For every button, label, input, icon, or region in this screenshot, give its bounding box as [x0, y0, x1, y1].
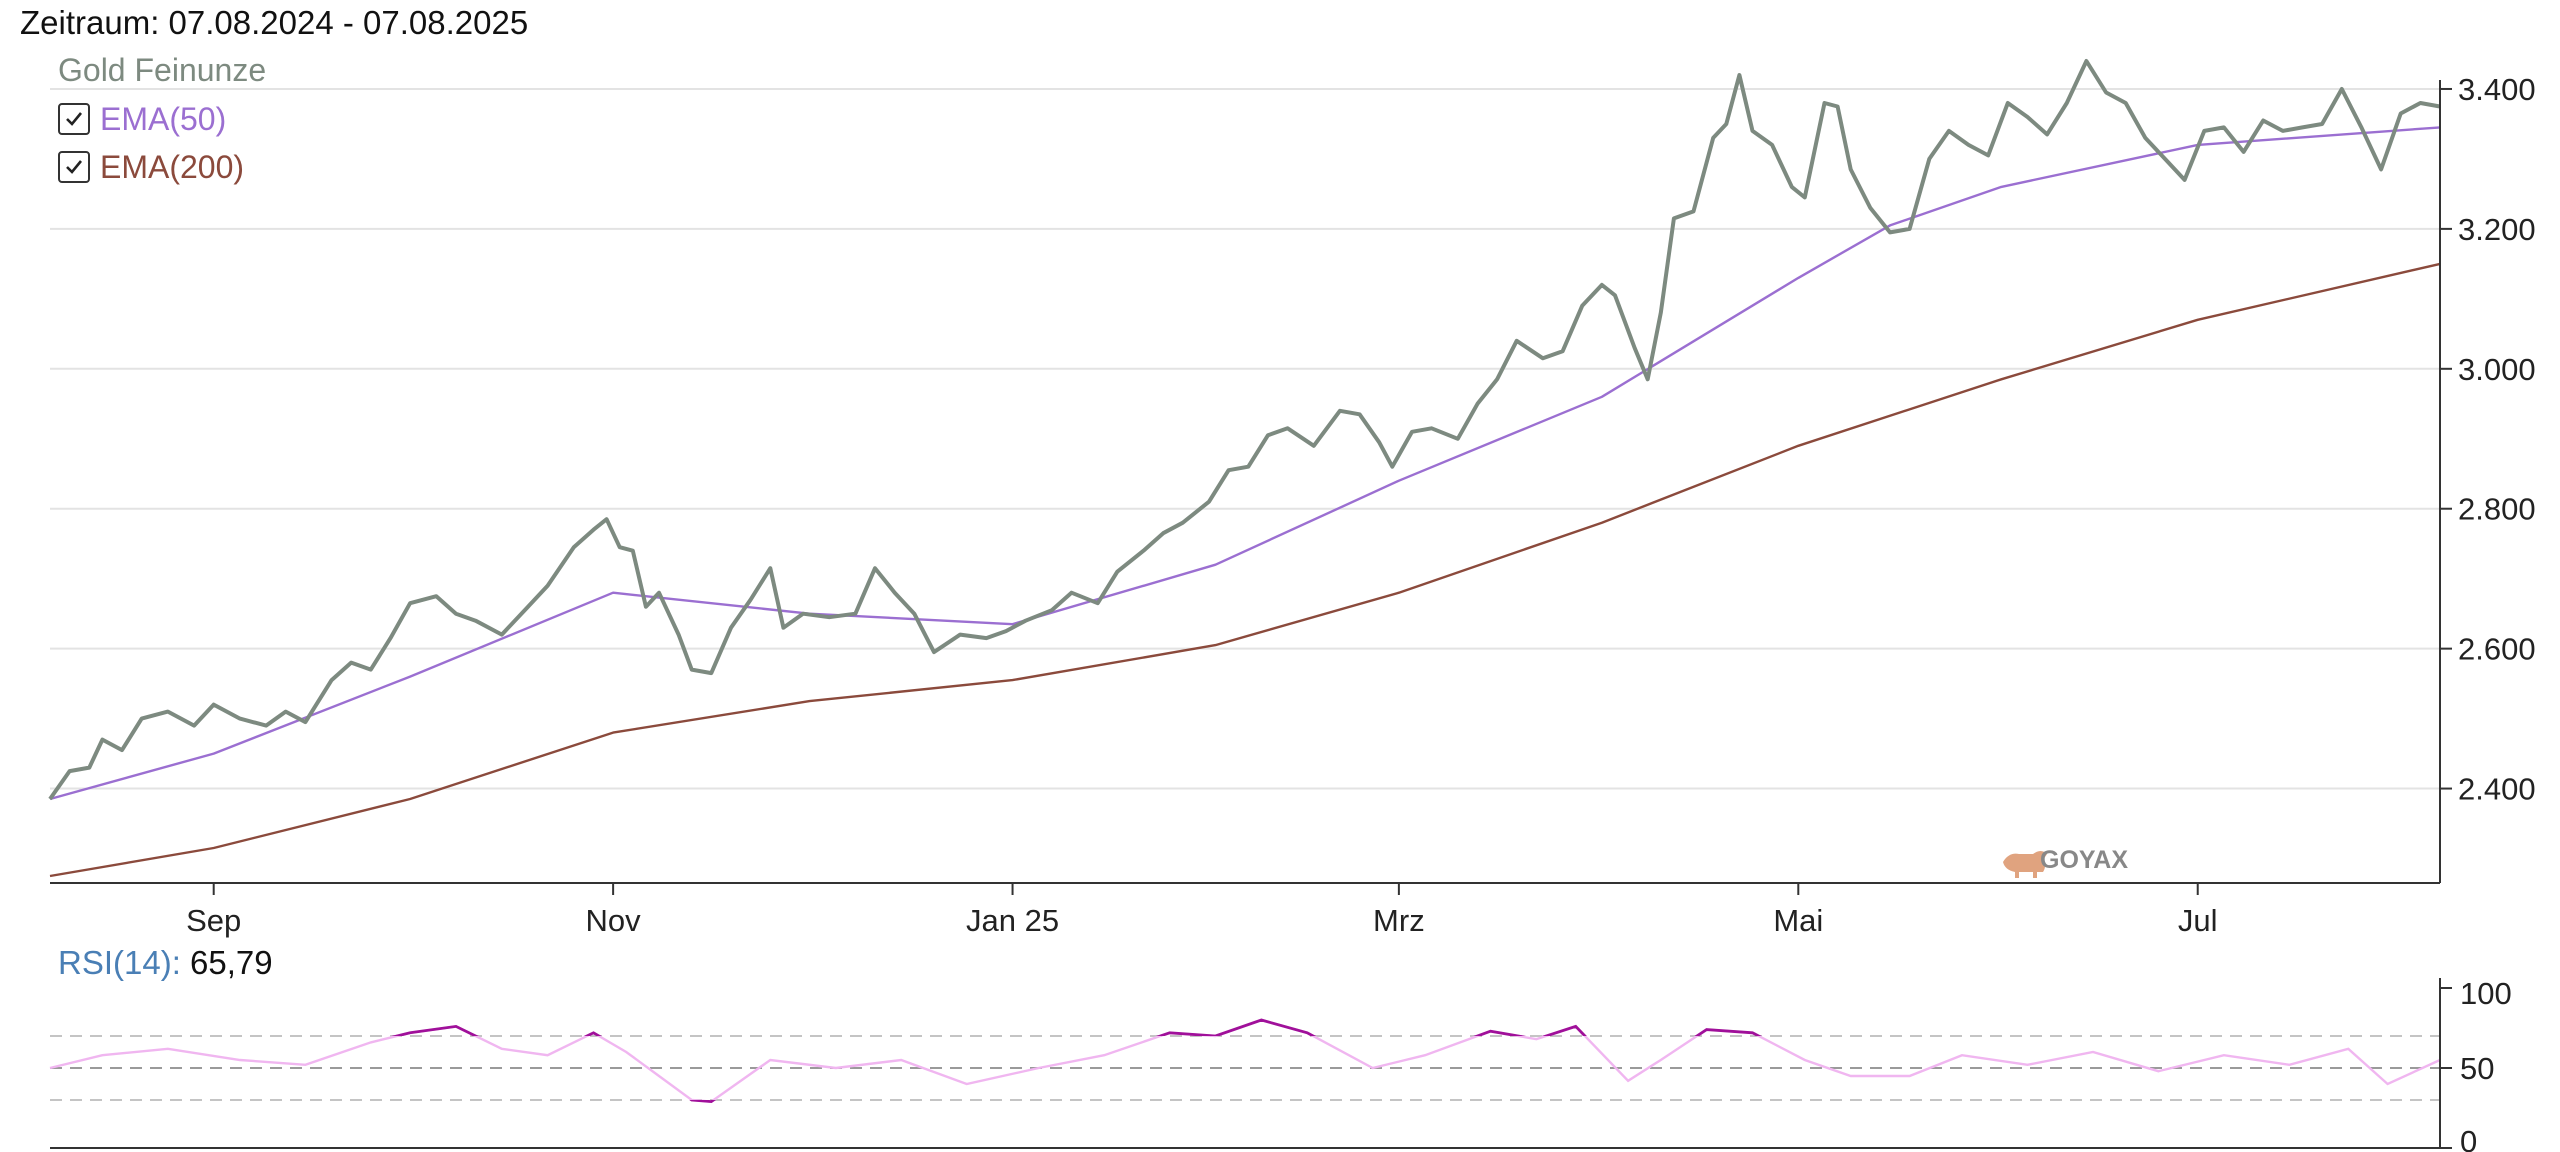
legend-label-ema200: EMA(200) [100, 148, 245, 185]
checkmark-icon [66, 112, 83, 126]
rsi-y-tick-label-1: 50 [2460, 1051, 2494, 1086]
x-tick-label-2: Jan 25 [966, 903, 1059, 938]
rsi-separator: : [171, 944, 181, 981]
x-tick-label-1: Nov [586, 903, 642, 938]
series-line-ema-50- [49, 126, 2441, 801]
goyax-watermark: GOYAX [2003, 846, 2128, 878]
rsi-overbought-line [391, 1018, 1762, 1036]
rsi-value: 65,79 [190, 944, 273, 981]
checkmark-icon [66, 160, 83, 174]
period-label: Zeitraum: 07.08.2024 - 07.08.2025 [20, 4, 529, 41]
series-line-gold-feinunze [48, 59, 2441, 801]
rsi-lines [49, 1018, 2441, 1104]
rsi-label: RSI(14): 65,79 [58, 944, 273, 982]
series-line-ema-200- [49, 262, 2441, 878]
chart-legend: Gold Feinunze EMA(50) EMA(200) [58, 52, 266, 191]
rsi-name: RSI(14) [58, 944, 172, 981]
rsi-y-tick-label-2: 100 [2460, 976, 2512, 1011]
main-grid [50, 87, 2440, 790]
main-axes: 2.400 2.600 2.800 3.000 3.200 3.400 Sep Nov Jan … [50, 72, 2536, 938]
y-tick-label-3: 3.000 [2458, 352, 2536, 387]
rsi-grid [50, 1035, 2440, 1101]
legend-label-ema50: EMA(50) [100, 100, 227, 137]
y-tick-label-1: 2.600 [2458, 632, 2536, 667]
main-lines [48, 59, 2441, 878]
watermark-text: GOYAX [2040, 846, 2128, 874]
x-tick-label-3: Mrz [1373, 903, 1425, 938]
legend-item-ema50[interactable]: EMA(50) [58, 95, 266, 143]
x-tick-label-0: Sep [186, 903, 241, 938]
x-tick-label-5: Jul [2178, 903, 2218, 938]
y-tick-label-5: 3.400 [2458, 72, 2536, 107]
legend-item-ema200[interactable]: EMA(200) [58, 143, 266, 191]
bull-icon [2003, 851, 2047, 878]
y-tick-label-4: 3.200 [2458, 212, 2536, 247]
x-tick-label-4: Mai [1773, 903, 1823, 938]
legend-series-name: Gold Feinunze [58, 52, 267, 88]
rsi-y-tick-label-0: 0 [2460, 1124, 2477, 1152]
y-tick-label-0: 2.400 [2458, 772, 2536, 807]
ema200-checkbox[interactable] [58, 151, 90, 183]
y-tick-label-2: 2.800 [2458, 492, 2536, 527]
rsi-axes: 0 50 100 [50, 976, 2512, 1152]
ema50-checkbox[interactable] [58, 103, 90, 135]
